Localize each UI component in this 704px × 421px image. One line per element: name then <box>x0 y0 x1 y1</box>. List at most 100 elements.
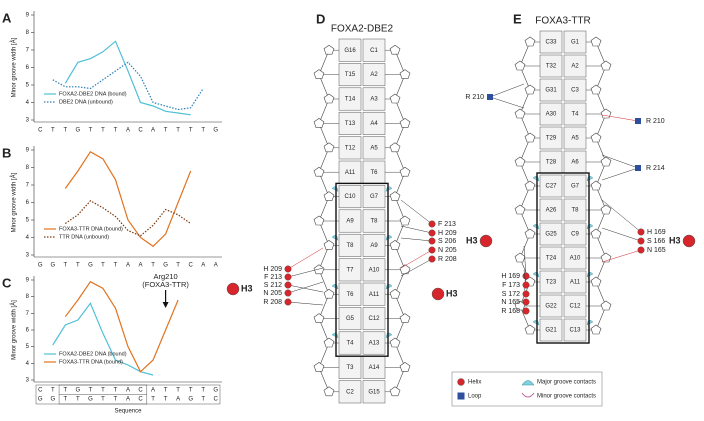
base-label: C12 <box>368 316 380 322</box>
x-tick-label: T <box>164 397 168 403</box>
helix-residue <box>284 289 292 297</box>
base-label: A11 <box>345 170 356 176</box>
loop-residue <box>635 118 641 124</box>
phosphate <box>514 204 526 215</box>
x-tick-label: T <box>76 397 80 403</box>
residue-label: F 213 <box>438 221 456 228</box>
major-groove-contact <box>385 235 393 241</box>
residue-label: H 169 <box>647 229 666 236</box>
x-tick-label: C <box>138 128 143 134</box>
residue-label: H 209 <box>263 266 282 273</box>
x-tick-label: T <box>201 388 205 394</box>
x-tick-label: G <box>213 388 218 394</box>
major-groove-contact <box>532 175 540 182</box>
x-tick-label: T <box>63 388 67 394</box>
residue-label: N 205 <box>438 247 457 254</box>
major-groove-contact <box>532 319 540 326</box>
base-label: C10 <box>344 194 356 200</box>
phosphate <box>323 191 335 201</box>
residue-label: S 212 <box>264 282 282 289</box>
loop-residue <box>487 94 493 100</box>
contact-line <box>601 114 639 122</box>
phosphate <box>590 132 602 143</box>
h3-label: H3 <box>466 235 478 245</box>
y-tick-label: 9 <box>26 148 30 154</box>
base-label: G15 <box>368 389 380 395</box>
base-label: T8 <box>370 219 378 225</box>
y-axis-label: Minor groove width [Å] <box>11 300 18 360</box>
phosphate <box>590 324 602 335</box>
y-tick-label: 3 <box>26 378 30 384</box>
base-label: G7 <box>370 194 379 200</box>
base-label: T15 <box>345 72 356 78</box>
contact-line <box>523 245 527 277</box>
base-label: A10 <box>369 267 380 273</box>
y-tick-label: 4 <box>26 361 30 367</box>
phosphate <box>313 69 325 79</box>
phosphate <box>600 156 612 167</box>
major-groove-contact <box>586 223 594 230</box>
y-axis-label: Minor groove width [Å] <box>11 37 18 97</box>
base-label: A13 <box>369 341 380 347</box>
phosphate <box>514 156 526 167</box>
x-tick-label: G <box>50 263 55 269</box>
legend-text: Helix <box>468 380 481 386</box>
residue-label: R 210 <box>465 94 484 101</box>
base-label: C1 <box>370 48 378 54</box>
x-tick-label: G <box>88 397 93 403</box>
x-tick-label: G <box>76 128 81 134</box>
residue-label: S 166 <box>647 238 665 245</box>
x-tick-label: T <box>189 128 193 134</box>
residue-label: R 208 <box>263 299 282 306</box>
phosphate <box>600 108 612 119</box>
legend-text: FOXA3-TTR DNA (bound) <box>59 359 123 365</box>
helix-residue <box>522 290 530 298</box>
helix-residue <box>428 229 436 237</box>
y-tick-label: 6 <box>26 200 30 206</box>
phosphate <box>313 264 325 275</box>
base-label: T13 <box>345 121 356 127</box>
phosphate <box>389 191 401 201</box>
phosphate <box>323 44 335 55</box>
x-tick-label: T <box>51 388 55 394</box>
phosphate <box>514 60 526 71</box>
y-tick-label: 4 <box>26 100 30 106</box>
base-label: A2 <box>571 64 579 70</box>
contact-line <box>489 83 525 98</box>
major-groove-contact <box>586 271 594 278</box>
major-groove-contact <box>331 186 339 192</box>
major-groove-contact <box>331 283 339 290</box>
x-tick-label: T <box>176 388 180 394</box>
x-tick-label: A <box>139 263 143 269</box>
x-tick-label: G <box>38 397 43 403</box>
panel-title: FOXA3-TTR <box>535 16 591 27</box>
y-tick-label: 5 <box>26 83 30 89</box>
y-tick-label: 6 <box>26 328 30 334</box>
residue-label: N 205 <box>263 290 282 297</box>
residue-label: R 214 <box>646 165 665 172</box>
phosphate <box>590 228 602 239</box>
phosphate <box>590 36 602 47</box>
x-tick-label: G <box>163 263 168 269</box>
x-tick-label: T <box>164 128 168 134</box>
major-groove-contact <box>331 235 339 241</box>
x-tick-label: A <box>176 397 180 403</box>
base-label: A11 <box>369 292 380 298</box>
h3-icon <box>226 282 240 296</box>
h3-icon <box>682 234 696 248</box>
x-tick-label: T <box>151 263 155 269</box>
legend-text: FOXA3-TTR DNA (bound) <box>59 226 123 232</box>
base-label: G16 <box>344 48 356 54</box>
base-label: G5 <box>346 316 355 322</box>
x-tick-label: C <box>138 388 143 394</box>
base-label: A30 <box>546 112 557 118</box>
x-tick-label: T <box>114 263 118 269</box>
phosphate <box>590 276 602 287</box>
helix-residue <box>284 273 292 281</box>
x-tick-label: T <box>201 397 205 403</box>
phosphate <box>389 337 401 348</box>
helix-residue <box>522 307 530 315</box>
legend-text: Loop <box>468 394 482 400</box>
residue-label: S 206 <box>438 238 456 245</box>
